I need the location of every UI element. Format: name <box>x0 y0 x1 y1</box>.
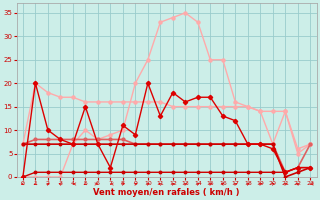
X-axis label: Vent moyen/en rafales ( km/h ): Vent moyen/en rafales ( km/h ) <box>93 188 240 197</box>
